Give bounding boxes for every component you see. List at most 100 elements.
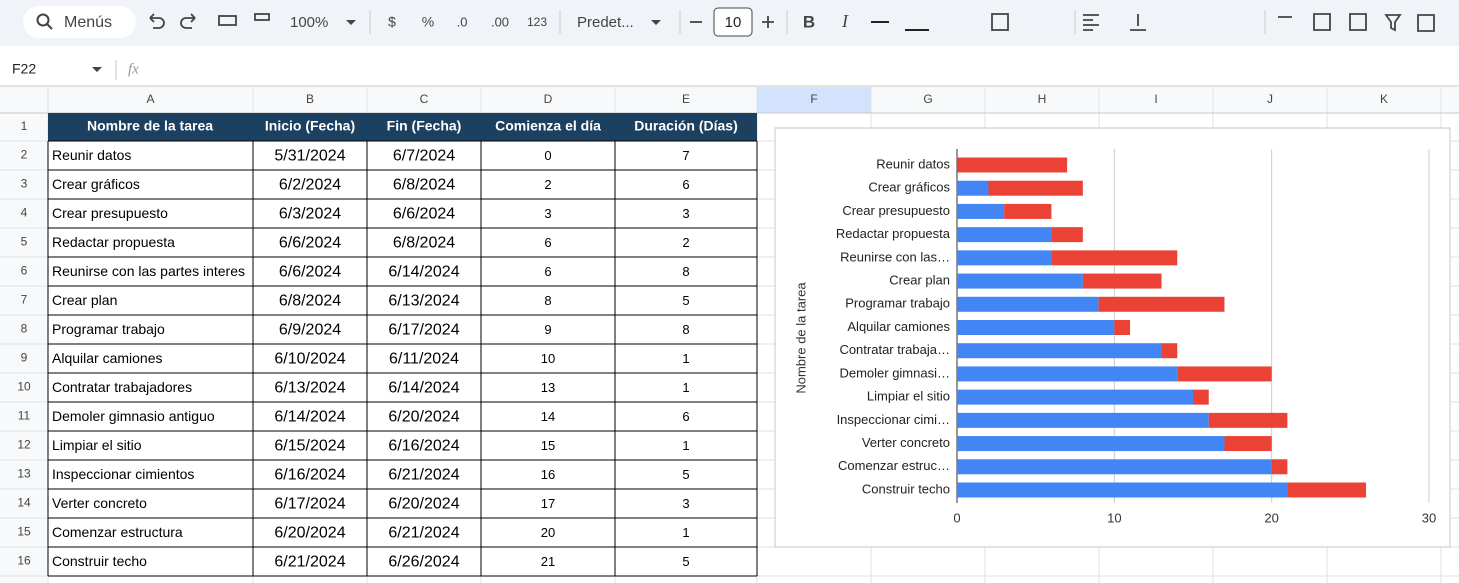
toolbar-item[interactable]: .0 [457, 14, 468, 29]
bar [1224, 436, 1272, 452]
bar [957, 482, 1288, 498]
row-number: 11 [18, 409, 31, 423]
column-header-bg [0, 87, 1459, 113]
y-tick-label: Demoler gimnasi… [839, 365, 950, 380]
y-tick-label: Verter concreto [862, 435, 950, 450]
y-tick-label: Reunir datos [876, 156, 950, 171]
bar [1208, 412, 1288, 428]
bar [1082, 273, 1162, 289]
bar [1177, 366, 1272, 382]
table-cell: 2 [682, 235, 689, 250]
table-cell: Programar trabajo [52, 321, 165, 337]
bar [957, 436, 1225, 452]
search-icon [36, 13, 50, 27]
column-header: J [1267, 92, 1273, 106]
table-cell: Crear plan [52, 292, 117, 308]
table-cell: 6/20/2024 [274, 525, 345, 542]
redo-icon[interactable] [180, 13, 196, 29]
table-cell: 6/6/2024 [393, 206, 455, 223]
search-pill[interactable] [23, 6, 136, 38]
plus-icon[interactable] [762, 16, 774, 28]
column-header: K [1380, 92, 1388, 106]
table-cell: 1 [682, 380, 689, 395]
column-header: H [1038, 92, 1047, 106]
table-cell: Verter concreto [52, 495, 147, 511]
table-cell: 6 [544, 264, 551, 279]
y-tick-label: Inspeccionar cimi… [837, 412, 950, 427]
table-cell: 6/21/2024 [388, 525, 459, 542]
toolbar-item[interactable]: Predet... [577, 14, 634, 31]
table-cell: 17 [541, 496, 555, 511]
row-number: 2 [21, 148, 28, 162]
table-cell: 6/21/2024 [388, 467, 459, 484]
table-header-cell: Duración (Días) [634, 118, 737, 134]
toolbar-item[interactable]: 10 [725, 14, 742, 31]
table-cell: 8 [682, 322, 689, 337]
toolbar-item[interactable]: .00 [491, 14, 509, 29]
column-header: B [306, 92, 314, 106]
table-cell: 6/7/2024 [393, 148, 455, 165]
bar [957, 459, 1272, 475]
toolbar-item[interactable]: I [841, 11, 849, 31]
column-header: G [923, 92, 932, 106]
y-tick-label: Alquilar camiones [847, 319, 950, 334]
row-number: 10 [17, 380, 31, 394]
y-tick-label: Construir techo [862, 481, 950, 496]
toolbar-item[interactable]: % [422, 14, 434, 30]
separator [115, 10, 1266, 80]
table-cell: 6/13/2024 [274, 380, 345, 397]
table-header-bg [48, 113, 757, 141]
bar [957, 296, 1099, 312]
table-cell: 6/16/2024 [388, 438, 459, 455]
y-axis-label: Nombre de la tarea [793, 282, 808, 394]
column-header: C [420, 92, 429, 106]
table-cell: 3 [544, 206, 551, 221]
table-cell: 6/3/2024 [279, 206, 341, 223]
table-cell: 6/17/2024 [388, 322, 459, 339]
font-size-box[interactable] [713, 7, 753, 37]
name-box[interactable]: F22 [12, 61, 36, 77]
table-cell: 5/31/2024 [274, 148, 345, 165]
y-tick-label: Limpiar el sitio [867, 389, 950, 404]
table-cell: 6/26/2024 [388, 554, 459, 571]
toolbar-item[interactable]: B [803, 12, 815, 31]
text-style-icon[interactable] [871, 21, 929, 31]
y-tick-label: Redactar propuesta [836, 226, 951, 241]
table-cell: 6 [682, 409, 689, 424]
table-cell: 5 [682, 467, 689, 482]
table-cell: 6/21/2024 [274, 554, 345, 571]
table-cell: 6/20/2024 [388, 496, 459, 513]
toolbar-item[interactable]: Menús [64, 14, 112, 31]
column-header: D [544, 92, 553, 106]
undo-icon[interactable] [149, 13, 165, 29]
table-cell: 3 [682, 206, 689, 221]
table-cell: 6/6/2024 [279, 235, 341, 252]
row-number: 14 [17, 496, 31, 510]
table-cell: 6/15/2024 [274, 438, 345, 455]
y-tick-label: Crear gráficos [868, 180, 950, 195]
table-cell: 6/8/2024 [393, 235, 455, 252]
table-cell: 6/8/2024 [279, 293, 341, 310]
row-number: 8 [21, 322, 28, 336]
table-cell: 0 [544, 148, 551, 163]
toolbar-icon[interactable] [1083, 13, 1435, 32]
bar [957, 157, 1068, 173]
paint-format-icon[interactable] [254, 13, 270, 21]
bar [957, 273, 1083, 289]
borders-icon[interactable] [991, 13, 1009, 31]
toolbar-item[interactable]: $ [388, 14, 396, 30]
print-icon[interactable] [218, 15, 237, 26]
table-cell: Reunirse con las partes interes [52, 263, 245, 279]
toolbar-item[interactable]: 100% [290, 14, 328, 31]
toolbar-item[interactable]: 123 [527, 15, 547, 29]
table-cell: 6 [682, 177, 689, 192]
row-number: 5 [21, 235, 28, 249]
table-cell: 6/14/2024 [388, 264, 459, 281]
x-tick-label: 20 [1264, 510, 1278, 525]
table-header-cell: Inicio (Fecha) [265, 118, 355, 134]
table-cell: 6/2/2024 [279, 177, 341, 194]
x-tick-label: 10 [1107, 510, 1121, 525]
bar [1271, 459, 1288, 475]
table-cell: 1 [682, 351, 689, 366]
